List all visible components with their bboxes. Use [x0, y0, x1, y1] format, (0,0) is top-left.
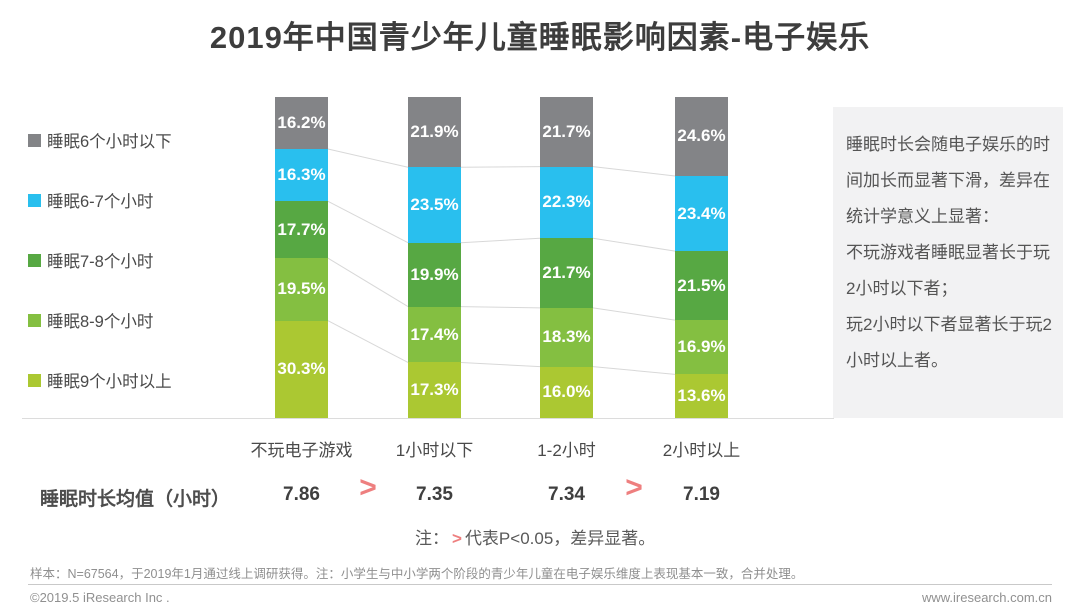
stacked-bar: 24.6% 23.4% 21.5% 16.9% 13.6% [675, 97, 728, 418]
bar-segment: 21.7% [540, 238, 593, 308]
segment-value-label: 21.5% [677, 275, 726, 295]
legend-item: 睡眠9个小时以上 [28, 370, 172, 391]
bar-segment: 13.6% [675, 374, 728, 418]
bar-segment: 16.0% [540, 366, 593, 418]
bar-segment: 16.2% [275, 97, 328, 149]
x-axis-label: 不玩电子游戏 [250, 441, 353, 460]
insight-paragraph: 不玩游戏者睡眠显著长于玩2小时以下者； [846, 243, 1050, 298]
segment-value-label: 17.7% [277, 219, 326, 239]
mean-row-label: 睡眠时长均值（小时） [40, 489, 231, 510]
legend-label: 睡眠9个小时以上 [47, 373, 172, 391]
footer-divider [28, 584, 1052, 585]
note-prefix: 注： [415, 529, 449, 548]
segment-value-label: 21.9% [410, 122, 459, 142]
bar-segment: 16.3% [275, 149, 328, 202]
greater-than-symbol: > [452, 529, 462, 548]
legend-swatch-icon [28, 133, 41, 147]
x-axis-line [22, 418, 834, 419]
segment-value-label: 16.9% [677, 337, 726, 357]
segment-value-label: 30.3% [277, 359, 326, 379]
segment-value-label: 23.5% [410, 195, 459, 214]
connector-lines [327, 148, 676, 375]
copyright-text: ©2019.5 iResearch Inc . [30, 590, 170, 605]
stacked-bar: 16.2% 16.3% 17.7% 19.5% 30.3% [275, 97, 328, 418]
bar-segment: 17.4% [408, 306, 461, 363]
page-title: 2019年中国青少年儿童睡眠影响因素-电子娱乐 [209, 20, 871, 55]
mean-value: 7.19 [683, 484, 720, 505]
bar-segment: 23.5% [408, 167, 461, 243]
legend-swatch-icon [28, 313, 41, 327]
insight-paragraph: 睡眠时长会随电子娱乐的时间加长而显著下滑，差异在统计学意义上显著： [846, 135, 1050, 226]
segment-value-label: 19.9% [410, 264, 459, 284]
legend-item: 睡眠8-9个小时 [28, 310, 154, 331]
stacked-bar-chart: 16.2% 16.3% 17.7% 19.5% 30.3% 21.9% 23.5% 19.9%… [275, 97, 728, 418]
legend-swatch-icon [28, 373, 41, 387]
note-text: 代表P<0.05，差异显著。 [464, 529, 656, 548]
sample-note: 样本：N=67564，于2019年1月通过线上调研获得。注：小学生与中小学两个阶… [30, 567, 804, 581]
legend-item: 睡眠6-7个小时 [28, 190, 154, 211]
legend-swatch-icon [28, 193, 41, 207]
bar-segment: 19.9% [408, 242, 461, 307]
insight-box: 睡眠时长会随电子娱乐的时间加长而显著下滑，差异在统计学意义上显著： 不玩游戏者睡… [833, 107, 1063, 418]
bar-segment: 16.9% [675, 320, 728, 375]
stacked-bar: 21.7% 22.3% 21.7% 18.3% 16.0% [540, 97, 593, 418]
segment-value-label: 21.7% [542, 263, 591, 283]
legend-item: 睡眠7-8个小时 [28, 250, 154, 271]
segment-value-label: 17.4% [410, 324, 459, 344]
legend-item: 睡眠6个小时以下 [28, 130, 172, 151]
segment-value-label: 24.6% [677, 126, 726, 146]
legend-label: 睡眠7-8个小时 [47, 253, 154, 271]
bar-segment: 30.3% [275, 320, 328, 418]
bar-segment: 23.4% [675, 175, 728, 252]
segment-value-label: 16.2% [277, 113, 326, 132]
x-axis-label: 1小时以下 [395, 441, 474, 460]
bar-segment: 17.7% [275, 201, 328, 259]
segment-value-label: 21.7% [542, 121, 591, 141]
bar-segment: 22.3% [540, 166, 593, 239]
segment-value-label: 19.5% [277, 279, 326, 299]
legend-label: 睡眠6-7个小时 [47, 193, 154, 211]
segment-value-label: 13.6% [677, 386, 726, 406]
mean-value: 7.35 [416, 484, 453, 505]
bar-segment: 21.9% [408, 97, 461, 168]
segment-value-label: 16.0% [542, 382, 591, 402]
segment-value-label: 22.3% [542, 192, 591, 212]
bar-segment: 18.3% [540, 307, 593, 367]
mean-value: 7.34 [548, 484, 585, 505]
bar-segment: 19.5% [275, 258, 328, 321]
segment-value-label: 17.3% [410, 380, 459, 400]
legend-label: 睡眠8-9个小时 [47, 313, 154, 331]
insight-paragraph: 玩2小时以下者显著长于玩2小时以上者。 [846, 315, 1052, 370]
mean-value: 7.86 [283, 484, 320, 505]
stacked-bar: 21.9% 23.5% 19.9% 17.4% 17.3% [408, 97, 461, 418]
segment-value-label: 16.3% [277, 165, 326, 185]
legend-swatch-icon [28, 253, 41, 267]
greater-than-symbol: > [625, 471, 643, 504]
significance-note: 注： > 代表P<0.05，差异显著。 [415, 524, 655, 549]
x-axis-label: 1-2小时 [537, 441, 596, 460]
bar-segment: 24.6% [675, 97, 728, 176]
greater-than-symbol: > [359, 471, 377, 504]
segment-value-label: 18.3% [542, 327, 591, 347]
bar-segment: 21.5% [675, 251, 728, 321]
legend-label: 睡眠6个小时以下 [47, 133, 172, 151]
bar-segment: 17.3% [408, 362, 461, 418]
x-axis-label: 2小时以上 [662, 441, 741, 460]
website-url: www.iresearch.com.cn [921, 590, 1052, 605]
bar-segment: 21.7% [540, 97, 593, 167]
segment-value-label: 23.4% [677, 203, 726, 223]
